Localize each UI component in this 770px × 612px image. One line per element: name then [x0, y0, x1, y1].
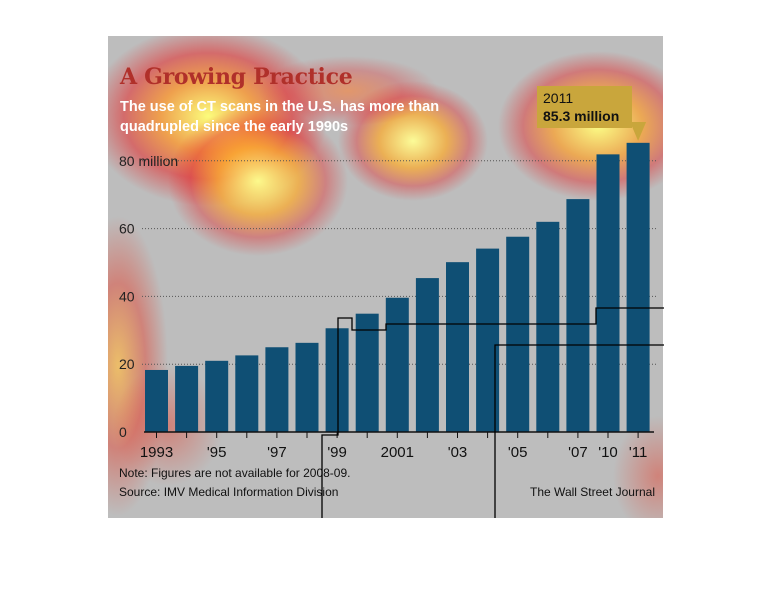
x-tick-label: '97	[267, 444, 287, 461]
y-tick-label: 40	[119, 288, 135, 304]
x-tick-label: '99	[327, 444, 347, 461]
y-tick-label: 60	[119, 221, 135, 237]
x-tick-label: '05	[508, 444, 528, 461]
bar-1999	[325, 328, 349, 432]
x-tick-label: 1993	[140, 444, 173, 461]
bar-2005	[506, 236, 530, 432]
x-tick-label: '95	[207, 444, 227, 461]
x-tick-label: '07	[568, 444, 588, 461]
callout-value: 85.3 million	[543, 108, 620, 124]
y-tick-label: 20	[119, 356, 135, 372]
callout-pointer	[630, 122, 647, 141]
bar-1997	[265, 347, 289, 432]
callout-year: 2011	[543, 90, 574, 106]
bar-1993	[145, 369, 168, 432]
bar-1995	[205, 360, 229, 432]
bar-2006	[536, 221, 560, 432]
chart-title: A Growing Practice	[120, 64, 353, 90]
y-tick-label: 0	[119, 424, 127, 440]
x-tick-label: '11	[629, 444, 647, 461]
bar-2007	[566, 199, 590, 432]
bar-2002	[415, 278, 439, 432]
connector-line	[321, 307, 664, 518]
bar-2010	[596, 154, 620, 432]
bar-2004	[476, 248, 500, 432]
chart-subtitle: The use of CT scans in the U.S. has more…	[120, 99, 440, 135]
callout-2011: 2011 85.3 million	[537, 86, 632, 128]
y-tick-label: 80 million	[119, 153, 178, 169]
bar-chart: 0 20 40 60 80 million 1993 '95 '97 '99 2001 '03 '05…	[119, 122, 656, 461]
bar-2001	[385, 297, 409, 432]
x-tick-label: 2001	[381, 444, 414, 461]
bar-1998	[295, 342, 319, 432]
x-tick-label: '03	[448, 444, 468, 461]
chart-credit: The Wall Street Journal	[530, 485, 655, 499]
bar-2000	[355, 313, 379, 432]
chart-source: Source: IMV Medical Information Division	[119, 485, 339, 499]
x-tick-label: '10	[598, 444, 618, 461]
connector-line	[494, 344, 664, 518]
bar-2011	[626, 142, 650, 432]
bar-1994	[175, 365, 199, 432]
chart-note: Note: Figures are not available for 2008…	[119, 466, 351, 480]
bar-2003	[446, 262, 469, 432]
bar-1996	[235, 355, 259, 432]
